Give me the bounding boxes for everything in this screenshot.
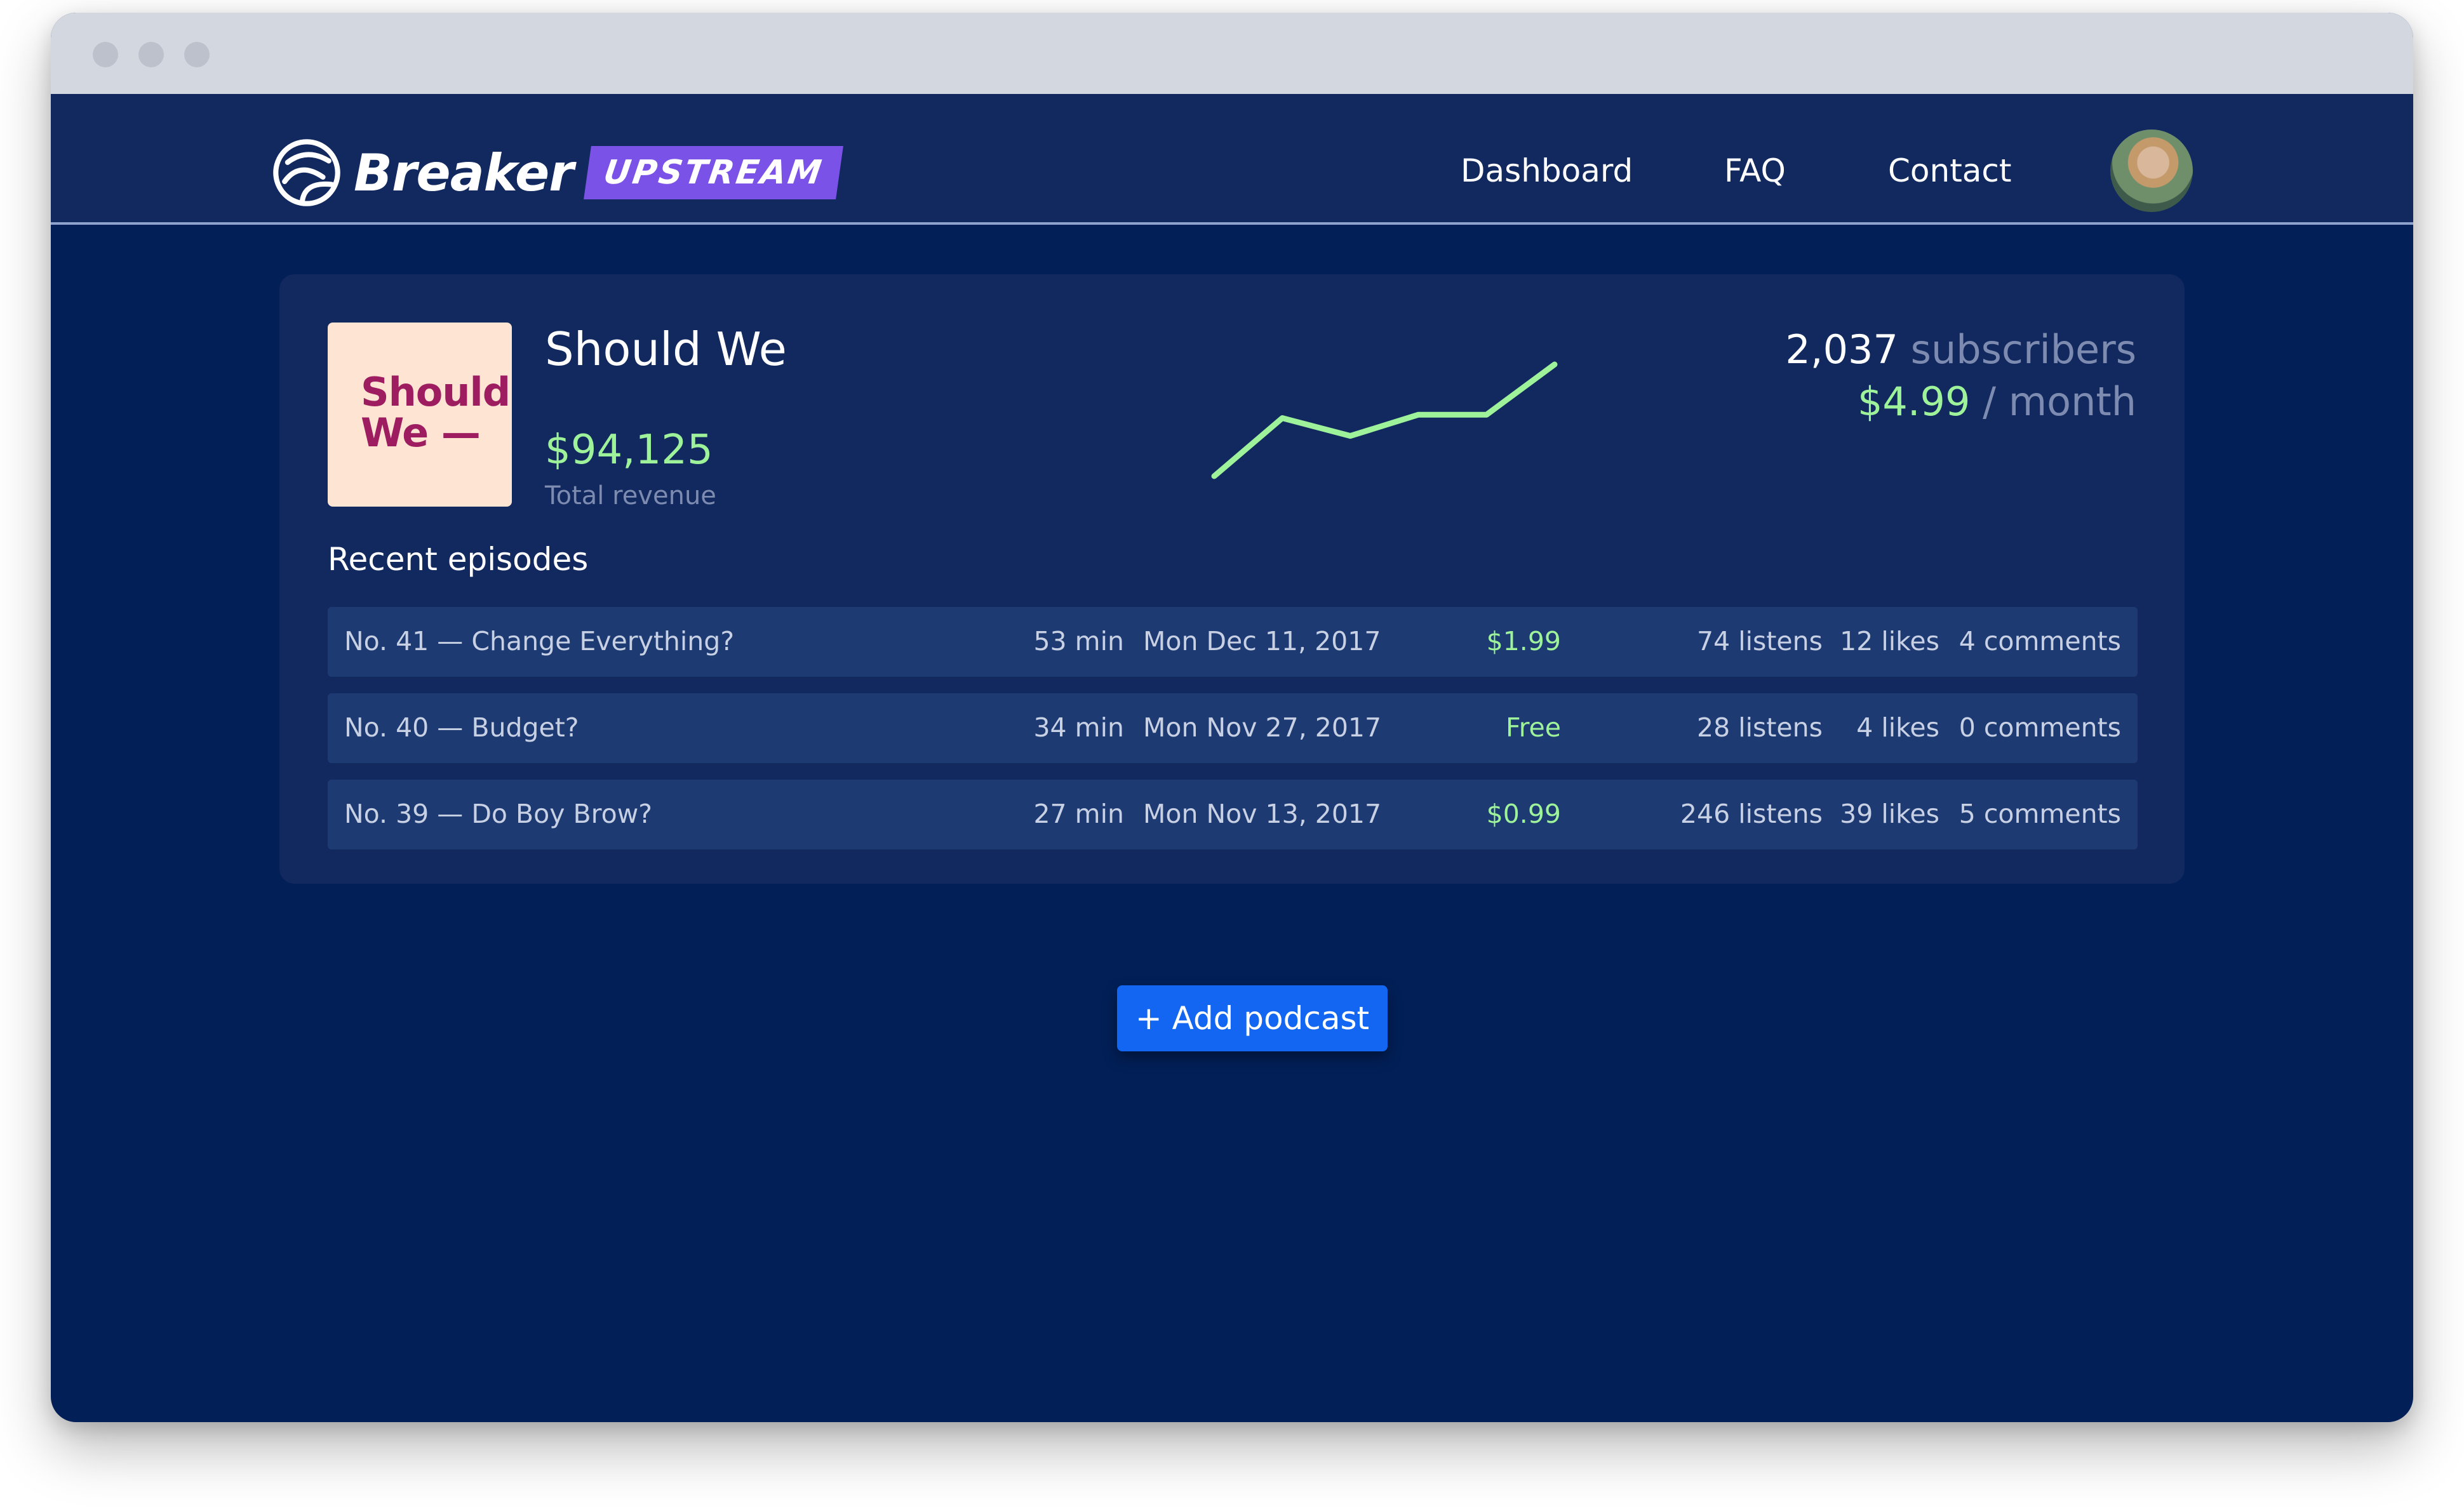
episode-listens: 74 listens: [1697, 626, 1823, 656]
subscriber-stat: 2,037 subscribers: [1785, 326, 2136, 373]
trend-line: [1211, 361, 1558, 479]
episode-row[interactable]: No. 41 — Change Everything? 53 min Mon D…: [328, 607, 2138, 677]
browser-window: Breaker UPSTREAM Dashboard FAQ Contact S…: [51, 13, 2413, 1422]
upstream-badge: UPSTREAM: [583, 146, 843, 199]
episode-price: Free: [1505, 712, 1561, 743]
episode-row[interactable]: No. 40 — Budget? 34 min Mon Nov 27, 2017…: [328, 693, 2138, 763]
episode-row[interactable]: No. 39 — Do Boy Brow? 27 min Mon Nov 13,…: [328, 780, 2138, 849]
episode-date: Mon Nov 13, 2017: [1143, 799, 1382, 829]
subscriber-count: 2,037: [1785, 326, 1898, 373]
revenue-trend-sparkline: [1211, 361, 1558, 479]
total-revenue-label: Total revenue: [545, 481, 716, 510]
add-podcast-button[interactable]: + Add podcast: [1117, 985, 1388, 1051]
episode-likes: 12 likes: [1840, 626, 1939, 656]
episode-date: Mon Dec 11, 2017: [1143, 626, 1381, 656]
episode-title: No. 39 — Do Boy Brow?: [344, 799, 652, 829]
episode-price: $0.99: [1486, 799, 1561, 829]
cover-artwork-text: Should We —: [361, 369, 511, 456]
episode-length: 53 min: [1033, 626, 1124, 656]
episode-comments: 4 comments: [1958, 626, 2121, 656]
episode-length: 34 min: [1033, 712, 1124, 743]
maximize-window-button[interactable]: [184, 42, 210, 67]
subscription-price: $4.99 / month: [1858, 378, 2136, 425]
nav-link-contact[interactable]: Contact: [1888, 152, 2012, 189]
episode-price: $1.99: [1486, 626, 1561, 656]
episode-listens: 246 listens: [1680, 799, 1823, 829]
nav-link-faq[interactable]: FAQ: [1724, 152, 1786, 189]
episode-likes: 4 likes: [1856, 712, 1939, 743]
nav-link-dashboard[interactable]: Dashboard: [1461, 152, 1633, 189]
episode-date: Mon Nov 27, 2017: [1143, 712, 1382, 743]
episode-likes: 39 likes: [1840, 799, 1939, 829]
window-titlebar: [51, 13, 2413, 94]
episode-length: 27 min: [1033, 799, 1124, 829]
breaker-logo[interactable]: Breaker UPSTREAM: [270, 136, 843, 210]
user-avatar[interactable]: [2110, 130, 2193, 212]
subscriber-label: subscribers: [1910, 326, 2136, 373]
top-navbar: Breaker UPSTREAM Dashboard FAQ Contact: [51, 94, 2413, 225]
total-revenue-value: $94,125: [545, 427, 713, 474]
episode-title: No. 41 — Change Everything?: [344, 626, 735, 656]
cover-line-2: We —: [361, 409, 481, 456]
podcast-title[interactable]: Should We: [545, 323, 787, 376]
episode-comments: 5 comments: [1958, 799, 2121, 829]
price-period: / month: [1983, 378, 2136, 425]
episode-listens: 28 listens: [1697, 712, 1823, 743]
recent-episodes-title: Recent episodes: [328, 541, 589, 578]
minimize-window-button[interactable]: [138, 42, 164, 67]
cover-line-1: Should: [361, 369, 511, 415]
brand-name: Breaker: [354, 143, 574, 203]
close-window-button[interactable]: [93, 42, 118, 67]
breaker-logo-icon: [273, 139, 340, 206]
podcast-card[interactable]: Should We — Should We $94,125 Total reve…: [279, 274, 2185, 884]
podcast-cover[interactable]: Should We —: [328, 323, 512, 507]
episode-title: No. 40 — Budget?: [344, 712, 579, 743]
price-value: $4.99: [1857, 378, 1971, 425]
episode-comments: 0 comments: [1958, 712, 2121, 743]
